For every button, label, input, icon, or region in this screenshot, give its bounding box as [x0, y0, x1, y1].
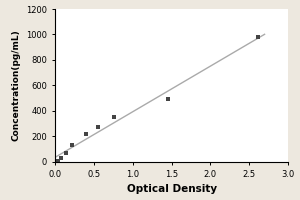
Y-axis label: Concentration(pg/mL): Concentration(pg/mL): [12, 29, 21, 141]
X-axis label: Optical Density: Optical Density: [127, 184, 217, 194]
